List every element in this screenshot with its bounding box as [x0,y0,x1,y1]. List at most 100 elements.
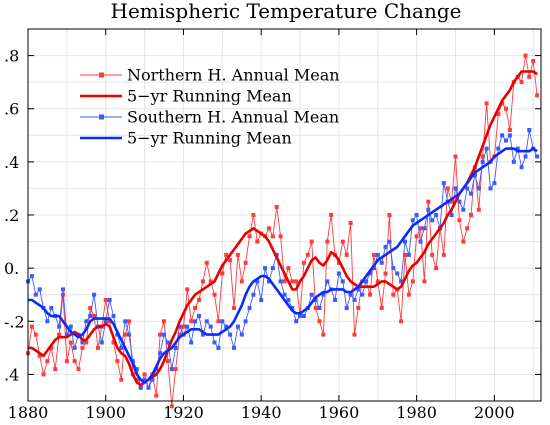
data-point-marker [469,213,473,217]
data-point-marker [185,287,190,292]
data-point-marker [150,377,155,382]
data-point-marker [301,314,306,318]
data-point-marker [344,306,349,310]
data-point-marker [329,213,334,217]
data-point-marker [123,332,128,337]
data-point-marker [29,274,34,279]
data-point-marker [154,393,159,398]
chart-title: Hemispheric Temperature Change [111,0,462,23]
data-point-marker [383,244,388,249]
data-point-marker [348,292,353,297]
data-point-marker [282,292,287,297]
data-point-marker [228,258,233,263]
legend-label: 5−yr Running Mean [127,129,292,148]
data-point-marker [290,279,295,284]
data-point-marker [29,324,34,329]
data-point-marker [177,324,182,329]
data-point-marker [500,133,505,138]
data-point-marker [220,271,225,276]
data-point-marker [228,332,233,337]
data-point-marker [309,239,314,244]
data-point-marker [204,319,209,324]
data-point-marker [321,332,326,337]
data-point-marker [379,306,384,310]
data-point-marker [461,207,466,212]
data-point-marker [410,218,415,223]
data-point-marker [84,340,89,345]
data-point-marker [286,298,291,302]
data-point-marker [111,340,116,345]
data-point-marker [107,319,112,324]
x-tick-label: 1960 [319,403,360,422]
data-point-marker [340,279,345,284]
data-point-marker [383,271,388,276]
data-point-marker [165,359,170,364]
data-point-marker [453,154,458,159]
x-tick-label: 2000 [474,403,515,422]
data-point-marker [492,181,497,186]
data-point-marker [309,292,314,297]
data-point-marker [162,319,166,324]
data-point-marker [158,351,163,356]
data-point-marker [391,266,396,271]
data-point-marker [88,314,93,318]
data-point-marker [189,319,194,324]
data-point-marker [523,53,528,58]
y-tick-label: .2 [4,206,19,225]
data-point-marker [387,239,392,244]
data-point-marker [57,332,62,337]
data-point-marker [212,292,217,297]
legend-marker [99,72,104,78]
data-point-marker [527,74,532,79]
data-point-marker [375,279,380,284]
data-point-marker [469,191,473,196]
data-point-marker [301,260,306,265]
data-point-marker [41,372,46,377]
data-point-marker [457,218,462,223]
data-point-marker [224,252,229,257]
gridlines [27,29,541,401]
data-point-marker [247,234,252,239]
data-point-marker [274,205,279,209]
data-point-marker [418,226,423,231]
data-point-marker [204,260,209,265]
data-point-marker [453,186,458,191]
data-point-marker [278,279,283,284]
data-point-marker [535,154,540,159]
data-point-marker [169,404,174,409]
data-point-marker [480,154,485,159]
data-point-marker [344,252,349,257]
data-point-marker [336,271,341,276]
legend-label: Northern H. Annual Mean [127,66,340,85]
data-point-marker [158,332,163,337]
data-point-marker [267,226,271,231]
data-point-marker [426,199,431,204]
y-tick-label: -.2 [4,312,25,331]
data-point-marker [356,306,361,310]
data-point-marker [449,199,454,204]
data-point-marker [220,319,225,324]
data-point-marker [173,345,178,350]
data-point-marker [387,213,392,217]
legend: Northern H. Annual Mean 5−yr Running Mean… [80,66,340,148]
data-point-marker [414,234,419,239]
data-point-marker [208,324,213,329]
data-point-marker [212,340,217,345]
data-point-marker [511,159,516,164]
data-point-marker [251,292,256,297]
data-point-marker [255,279,260,284]
data-point-marker [480,159,485,164]
data-point-marker [379,260,384,265]
x-tick-label: 1900 [85,403,126,422]
data-point-marker [243,319,248,324]
data-point-marker [57,324,62,329]
y-tick-label: .8 [4,47,19,66]
data-point-marker [197,298,201,302]
data-point-marker [239,279,244,284]
legend-label: 5−yr Running Mean [127,87,292,106]
data-point-marker [181,324,186,329]
data-point-marker [449,213,454,217]
data-point-marker [371,266,376,271]
data-point-marker [80,345,85,350]
data-point-marker [317,319,322,324]
